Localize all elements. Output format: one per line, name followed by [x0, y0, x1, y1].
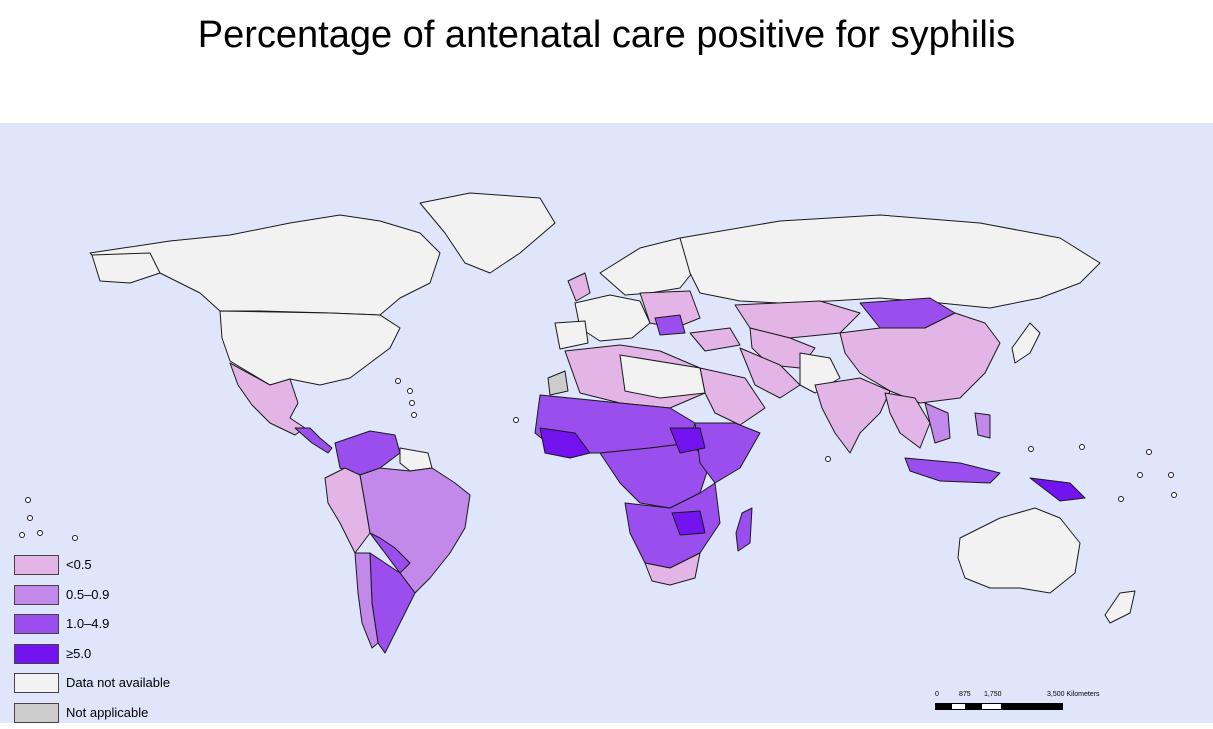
country-greenland [419, 192, 556, 274]
country-chile [354, 552, 379, 649]
legend-swatch [14, 702, 59, 723]
world-map [19, 192, 1177, 654]
country-iran [739, 347, 801, 399]
legend-label: 1.0–4.9 [66, 616, 110, 631]
country-east-africa [694, 422, 761, 484]
island-marker [1028, 446, 1034, 452]
island-marker [27, 515, 33, 521]
country-papua-new-guinea [1029, 477, 1086, 502]
legend-swatch [14, 643, 59, 664]
country-indonesia [904, 457, 1001, 484]
island-marker [25, 497, 31, 503]
island-marker [1137, 472, 1143, 478]
scale-tick-2: 1,750 [984, 691, 1002, 698]
country-central-america [294, 427, 333, 454]
island-marker [72, 535, 78, 541]
country-china [839, 312, 1001, 404]
island-marker [411, 412, 417, 418]
legend-label: Not applicable [66, 704, 149, 720]
country-guianas [399, 447, 433, 472]
country-bolivia-paraguay [369, 532, 411, 574]
country-iberia [554, 320, 589, 350]
island-marker [19, 532, 25, 538]
island-marker [407, 388, 413, 394]
country-west-africa [539, 427, 591, 459]
island-marker [1118, 496, 1124, 502]
legend-label: <0.5 [66, 557, 92, 572]
country-libya-egypt [619, 354, 706, 399]
country-australia [957, 507, 1081, 594]
country-india [814, 377, 891, 454]
country-west-sahara [547, 370, 569, 396]
island-marker [37, 530, 43, 536]
country-south-sudan [669, 427, 706, 454]
country-canada [89, 214, 441, 316]
country-romania [654, 314, 686, 336]
scale-segment [1001, 703, 1063, 710]
country-zimbabwe [671, 510, 706, 536]
country-madagascar [735, 507, 753, 552]
country-philippines [974, 412, 991, 439]
country-new-zealand [1104, 590, 1136, 624]
scale-tick-0: 0 [935, 691, 939, 698]
country-southern-africa [624, 482, 721, 569]
island-marker [1168, 472, 1174, 478]
island-marker [1146, 449, 1152, 455]
country-japan [1011, 322, 1041, 364]
country-vietnam [924, 402, 951, 444]
legend-swatch [14, 555, 59, 575]
island-marker [409, 400, 415, 406]
country-alaska [91, 252, 161, 284]
country-myanmar-thailand [884, 392, 931, 449]
island-marker [825, 456, 831, 462]
legend-swatch [14, 673, 59, 693]
island-marker [395, 378, 401, 384]
legend-label: Data not available [66, 675, 171, 690]
island-marker [513, 417, 519, 423]
country-usa [219, 310, 401, 386]
island-marker [1079, 444, 1085, 450]
legend-label: ≥5.0 [66, 645, 92, 661]
scale-tick-3: 3,500 Kilometers [1047, 691, 1100, 698]
island-marker [1171, 492, 1177, 498]
country-turkey-region [689, 327, 741, 352]
legend-label: 0.5–0.9 [66, 586, 110, 602]
scale-tick-1: 875 [959, 691, 971, 698]
legend-swatch [14, 584, 59, 605]
map-frame: <0.5 0.5–0.9 1.0–4.9 ≥5.0 Data not available… [0, 123, 1213, 723]
scale-segment [981, 703, 1003, 710]
country-scandinavia [599, 237, 701, 296]
country-russia [679, 214, 1101, 309]
country-uk [567, 272, 591, 302]
country-south-africa [644, 552, 701, 586]
map-title: Percentage of antenatal care positive fo… [197, 14, 1016, 56]
legend-swatch [14, 614, 59, 634]
